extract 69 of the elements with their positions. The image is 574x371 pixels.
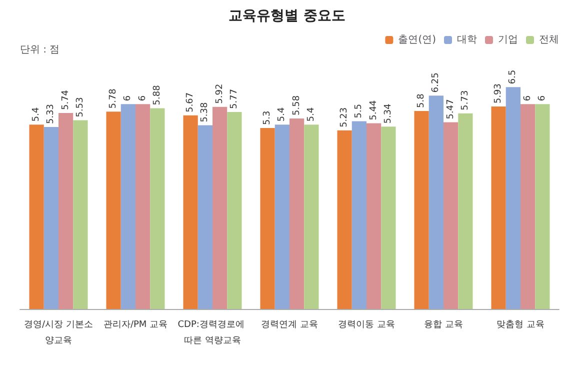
bar bbox=[366, 123, 382, 309]
bar bbox=[136, 104, 150, 309]
bar bbox=[212, 106, 228, 309]
data-label: 5.47 bbox=[446, 99, 456, 120]
data-label: 5.92 bbox=[214, 84, 225, 104]
data-label: 5.88 bbox=[152, 84, 162, 106]
bar bbox=[491, 106, 506, 309]
data-label: 5.23 bbox=[340, 107, 350, 128]
bar bbox=[444, 122, 458, 309]
data-label: 5.58 bbox=[292, 95, 302, 116]
bar bbox=[352, 121, 366, 309]
bar bbox=[428, 96, 444, 309]
x-tick-label: 융합 교육 bbox=[424, 320, 463, 330]
data-label: 5.77 bbox=[229, 88, 240, 109]
data-label: 6 bbox=[522, 95, 533, 102]
data-label: 5.8 bbox=[416, 93, 427, 108]
data-label: 5.93 bbox=[494, 83, 504, 104]
bar bbox=[290, 118, 304, 309]
data-label: 5.5 bbox=[354, 104, 364, 118]
text: 단위 : 점 bbox=[20, 44, 60, 56]
x-tick-label: 경력연계 교육 bbox=[261, 320, 318, 330]
legend-label: 출연(연) bbox=[398, 34, 436, 46]
data-label: 5.73 bbox=[460, 90, 470, 110]
data-label: 6 bbox=[123, 95, 134, 102]
legend-label: 기업 bbox=[498, 34, 518, 46]
bar bbox=[506, 87, 520, 309]
legend-label: 전체 bbox=[539, 34, 559, 46]
x-tick-label: CDP:경력경로에 따른 역량교육 bbox=[178, 320, 248, 346]
data-label: 6.5 bbox=[508, 70, 518, 84]
data-label: 5.38 bbox=[200, 102, 210, 122]
data-label: 5.33 bbox=[46, 104, 56, 124]
data-label: 5.4 bbox=[306, 107, 316, 122]
bar bbox=[198, 125, 212, 309]
data-label: 5.4 bbox=[277, 107, 288, 122]
bar bbox=[29, 124, 44, 309]
bar bbox=[414, 110, 429, 309]
data-label: 5.34 bbox=[383, 103, 394, 124]
bar bbox=[106, 112, 121, 309]
bar bbox=[58, 113, 74, 309]
x-tick-label: 경영/시장 기본소양교육 bbox=[24, 320, 93, 346]
bar bbox=[227, 112, 242, 309]
data-label: 5.44 bbox=[368, 100, 379, 120]
bar bbox=[150, 108, 165, 309]
legend-label: 대학 bbox=[457, 34, 477, 46]
bar bbox=[304, 124, 319, 309]
bar bbox=[183, 115, 198, 309]
bar bbox=[44, 127, 58, 309]
bar bbox=[381, 126, 396, 309]
data-label: 6 bbox=[537, 95, 548, 102]
bar bbox=[120, 104, 136, 309]
bar bbox=[73, 120, 88, 309]
x-tick-label: 맞춤형 교육 bbox=[496, 320, 544, 330]
data-label: 5.3 bbox=[262, 110, 273, 126]
bar bbox=[274, 124, 290, 309]
data-label: 5.53 bbox=[75, 97, 86, 118]
data-label: 5.4 bbox=[32, 107, 42, 122]
data-label: 5.74 bbox=[60, 90, 71, 110]
bar bbox=[458, 113, 473, 309]
data-label: 5.78 bbox=[108, 88, 119, 109]
bar bbox=[535, 104, 550, 309]
x-tick-label: 관리자/PM 교육 bbox=[103, 320, 168, 330]
data-label: 5.67 bbox=[186, 92, 196, 112]
data-label: 6 bbox=[138, 95, 148, 102]
chart-title: 교육유형별 중요도 bbox=[228, 8, 346, 24]
data-label: 6.25 bbox=[431, 72, 442, 93]
x-tick-label: 경력이동 교육 bbox=[338, 320, 395, 330]
bar bbox=[260, 128, 275, 309]
bar bbox=[520, 104, 536, 309]
bar bbox=[337, 130, 352, 309]
